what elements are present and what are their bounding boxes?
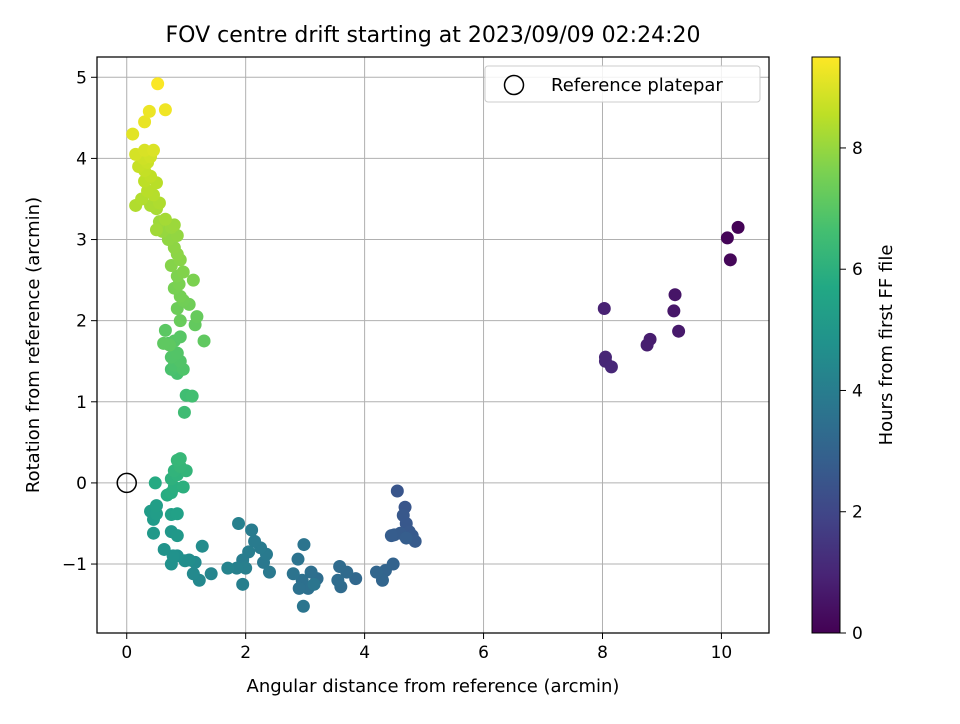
data-point [146,526,160,540]
x-tick-label: 10 [711,643,733,663]
x-tick-label: 4 [359,643,370,663]
data-point [292,581,306,595]
data-point [720,231,734,245]
data-point [197,334,211,348]
colorbar-tick-label: 6 [852,260,863,280]
data-point [296,599,310,613]
data-point [331,573,345,587]
data-point [370,565,384,579]
x-axis-label: Angular distance from reference (arcmin) [247,676,620,697]
data-point [349,572,363,586]
data-point [297,538,311,552]
data-point [185,389,199,403]
y-tick-label: 3 [76,231,87,251]
data-point [158,103,172,117]
legend-label-reference-platepar: Reference platepar [551,75,723,96]
y-tick-label: 1 [76,393,87,413]
data-point [146,143,160,157]
data-point [177,405,191,419]
reference-platepar-marker [116,472,137,494]
data-point [173,452,187,466]
data-point [640,338,654,352]
data-point [248,534,262,548]
colorbar-tick-label: 8 [852,139,863,159]
data-point [142,104,156,118]
colorbar-tick-label: 4 [852,381,863,401]
colorbar-ticks: 0 2 4 6 8 [840,139,863,644]
data-point [173,330,187,344]
colorbar [811,56,841,634]
data-point [667,304,681,318]
data-point [304,565,318,579]
data-point [186,273,200,287]
data-point [597,301,611,315]
data-point [672,324,686,338]
data-point [151,77,165,91]
data-point [176,480,190,494]
data-point [731,220,745,234]
data-point [157,336,171,350]
data-point [390,484,404,498]
legend: Reference platepar [484,65,761,103]
data-point [186,567,200,581]
x-tick-label: 0 [121,643,132,663]
data-point [166,549,180,563]
chart-title: FOV centre drift starting at 2023/09/09 … [166,23,701,48]
data-point [195,539,209,553]
data-point [173,314,187,328]
y-axis-label: Rotation from reference (arcmin) [23,197,44,493]
data-point [148,476,162,490]
x-tick-label: 2 [240,643,251,663]
plot-area-frame [96,56,770,634]
data-point [170,346,184,360]
data-point [176,265,190,279]
data-point [333,559,347,573]
data-point [149,499,163,513]
data-point [239,561,253,575]
data-point [232,516,246,530]
colorbar-tick-label: 2 [852,503,863,523]
data-point [170,507,184,521]
data-point [286,567,300,581]
data-point [262,565,276,579]
colorbar-label: Hours from first FF file [876,245,897,446]
y-tick-label: −1 [62,555,87,575]
x-axis-ticks: 0 2 4 6 8 10 [121,633,732,663]
data-point [291,552,305,566]
data-point [230,561,244,575]
y-tick-label: 2 [76,312,87,332]
y-tick-label: 4 [76,149,87,169]
legend-open-circle-marker [503,74,525,96]
data-point [399,531,413,545]
data-point [170,529,184,543]
data-point [221,561,235,575]
data-point [149,223,163,237]
data-point [190,310,204,324]
data-point [384,529,398,543]
x-tick-label: 8 [597,643,608,663]
data-point [236,577,250,591]
y-tick-label: 0 [76,474,87,494]
data-point [138,115,152,129]
data-point [157,542,171,556]
data-point [307,577,321,591]
data-point [158,212,172,226]
data-point [604,360,618,374]
data-point [204,567,218,581]
data-points [126,77,745,613]
data-point [126,127,140,141]
y-axis-ticks: −1 0 1 2 3 4 5 [62,68,97,575]
data-point [245,523,259,537]
data-point [723,253,737,267]
data-point [138,143,152,157]
colorbar-tick-label: 0 [852,624,863,644]
data-point [668,288,682,302]
x-tick-label: 6 [478,643,489,663]
y-tick-label: 5 [76,68,87,88]
legend-box [484,65,761,103]
data-point [158,323,172,337]
